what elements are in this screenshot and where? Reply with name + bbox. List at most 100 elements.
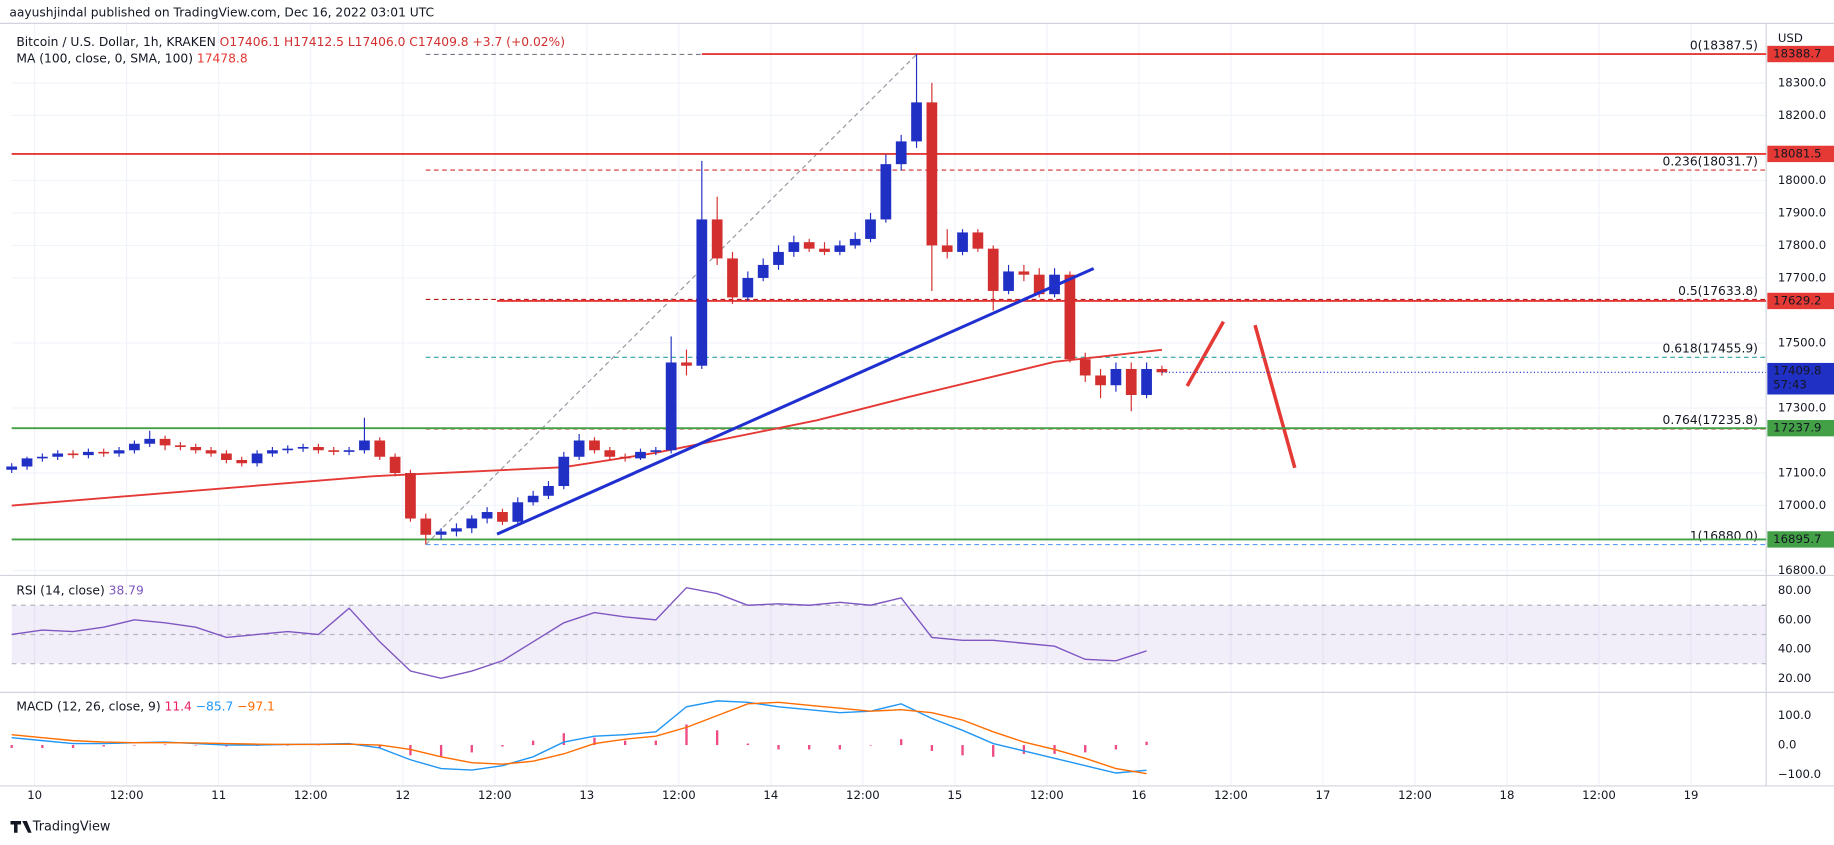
footer-logo: TradingView — [10, 819, 110, 834]
y-tick-label: 100.0 — [1778, 708, 1811, 722]
fib-label: 0(18387.5) — [1690, 39, 1758, 53]
x-tick-label: 12:00 — [478, 788, 512, 802]
symbol: Bitcoin / U.S. Dollar, 1h, KRAKEN — [16, 35, 215, 49]
price-level-label: 18081.5 — [1773, 146, 1821, 160]
candle-body — [635, 451, 646, 459]
x-tick-label: 10 — [27, 788, 42, 802]
candle-body — [1156, 368, 1168, 373]
candle-body — [788, 242, 800, 252]
x-tick-label: 11 — [211, 788, 226, 802]
candle-body — [941, 245, 953, 252]
candle-body — [175, 445, 186, 447]
fib-label: 0.236(18031.7) — [1663, 154, 1758, 168]
histogram-bar — [685, 724, 688, 746]
y-tick-label: 18000.0 — [1778, 173, 1826, 187]
macd-line — [11, 701, 1147, 775]
histogram-bar — [102, 745, 105, 747]
y-tick-label: 18200.0 — [1778, 108, 1826, 122]
candle-body — [37, 456, 48, 459]
candle-body — [1079, 359, 1091, 376]
fib-label: 0.5(17633.8) — [1678, 284, 1758, 298]
candle-body — [604, 450, 616, 457]
candle-body — [389, 456, 401, 474]
histogram-bar — [992, 745, 995, 757]
logo-mark — [10, 821, 32, 833]
candle-body — [987, 248, 999, 291]
candle-body — [650, 450, 662, 452]
price-level-box — [1767, 45, 1834, 63]
macd-name: MACD (12, 26, close, 9) — [16, 699, 160, 713]
histogram-bar — [715, 730, 719, 746]
candle-body — [83, 451, 94, 456]
candle-body — [6, 466, 18, 470]
ma-legend: MA (100, close, 0, SMA, 100) 17478.8 — [16, 51, 247, 65]
candle-body — [1095, 375, 1106, 386]
candle-body — [67, 453, 79, 456]
histogram-bar — [654, 740, 657, 746]
y-tick-label: −100.0 — [1778, 767, 1821, 781]
histogram-bar — [746, 743, 750, 746]
histogram-bar — [225, 745, 228, 747]
last-price-box — [1767, 362, 1834, 395]
candle-body — [543, 486, 554, 496]
x-tick-label: 16 — [1131, 788, 1146, 802]
candle-body — [21, 458, 33, 467]
candle-body — [328, 450, 340, 452]
y-tick-label: 17700.0 — [1778, 270, 1826, 284]
histogram-bar — [10, 745, 13, 748]
histogram-bar — [1114, 745, 1118, 750]
y-tick-label: 0.0 — [1778, 738, 1797, 752]
candle-body — [313, 446, 324, 451]
candle-body — [819, 248, 830, 252]
quote: C17409.8 — [409, 35, 468, 49]
x-tick-label: 12:00 — [1582, 788, 1616, 802]
histogram-bar — [163, 744, 167, 746]
candle-body — [420, 518, 432, 535]
symbol-legend: Bitcoin / U.S. Dollar, 1h, KRAKEN O17406… — [16, 35, 565, 49]
histogram-bar — [1022, 745, 1026, 754]
candle-body — [1141, 368, 1152, 395]
x-tick-label: 12:00 — [846, 788, 880, 802]
candle-body — [98, 451, 110, 454]
quote: +3.7 (+0.02%) — [473, 35, 566, 49]
candle-body — [1110, 368, 1122, 386]
candle-body — [757, 264, 769, 278]
candle-body — [343, 450, 355, 452]
price-level-label: 17629.2 — [1773, 293, 1821, 307]
y-tick-label: 18300.0 — [1778, 75, 1826, 89]
macd-readout: −97.1 — [237, 699, 275, 713]
histogram-bar — [378, 745, 381, 748]
candle-body — [374, 440, 386, 457]
candle-body — [711, 219, 723, 259]
histogram-bar — [439, 745, 443, 757]
candle-body — [251, 453, 263, 464]
moving-average — [11, 348, 1163, 507]
candle-body — [359, 440, 370, 451]
candle-body — [282, 448, 294, 451]
candle-body — [1064, 274, 1076, 360]
candle-body — [558, 456, 570, 487]
candle-body — [911, 102, 922, 142]
rsi-legend: RSI (14, close) 38.79 — [16, 583, 143, 597]
candle-body — [865, 219, 876, 239]
candle-body — [727, 258, 738, 298]
y-tick-label: 40.00 — [1778, 642, 1811, 656]
candle-body — [221, 453, 232, 461]
histogram-bar — [133, 745, 136, 746]
histogram-bar — [41, 745, 44, 748]
y-tick-label: 17100.0 — [1778, 466, 1826, 480]
candle-body — [297, 446, 309, 449]
candle-body — [113, 450, 125, 454]
candle-body — [895, 141, 907, 165]
candle-body — [52, 453, 64, 457]
histogram-bar — [961, 745, 964, 756]
histogram-bar — [869, 745, 872, 746]
x-tick-label: 18 — [1500, 788, 1515, 802]
histogram-bar — [501, 745, 504, 747]
ma-value: 17478.8 — [197, 51, 248, 65]
candle-body — [1033, 274, 1045, 295]
fib-diagonal — [425, 54, 917, 545]
x-tick-label: 12:00 — [1030, 788, 1064, 802]
